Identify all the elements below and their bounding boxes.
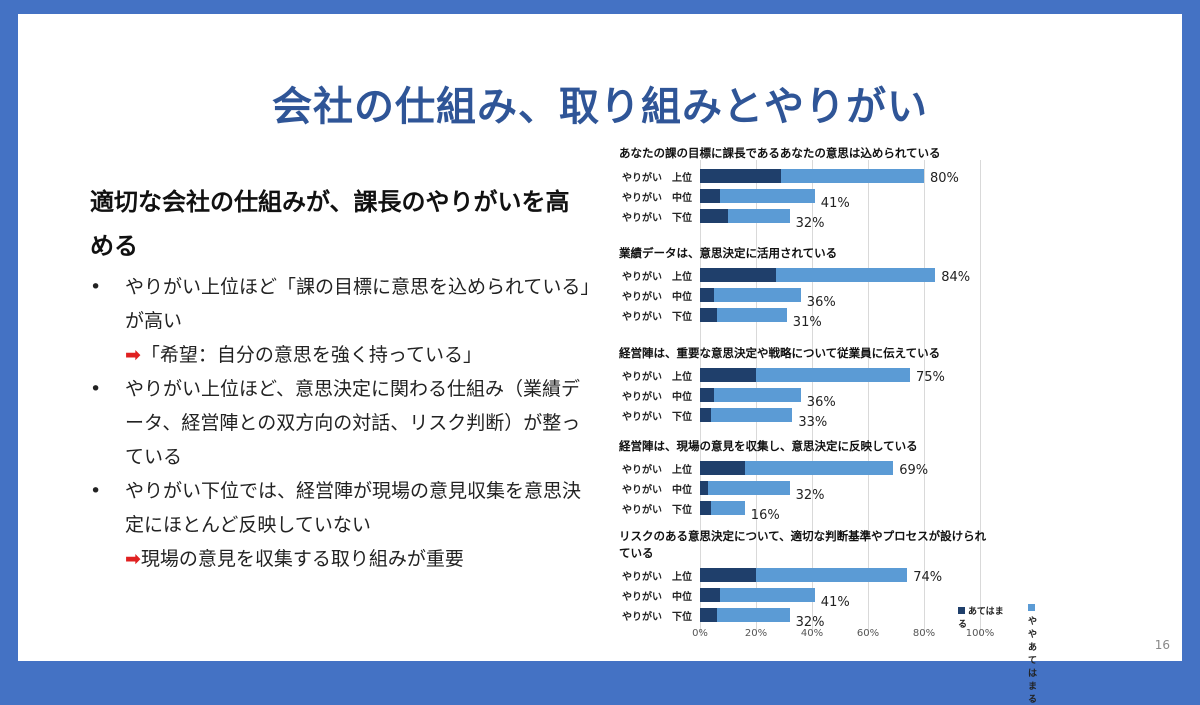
value-label: 33% bbox=[798, 415, 828, 430]
bar-somewhat-applies bbox=[700, 501, 745, 515]
bar-applies bbox=[700, 388, 714, 402]
x-tick-label: 20% bbox=[744, 628, 768, 639]
row-label: やりがい 上位 bbox=[622, 465, 692, 476]
row-label: やりがい 中位 bbox=[622, 292, 692, 303]
value-label: 36% bbox=[806, 395, 836, 410]
row-label: やりがい 下位 bbox=[622, 505, 692, 516]
bar-applies bbox=[700, 209, 728, 223]
value-label: 36% bbox=[806, 295, 836, 310]
value-label: 16% bbox=[750, 508, 780, 523]
legend-label: ややあてはまる bbox=[1028, 617, 1038, 705]
bar-somewhat-applies bbox=[700, 608, 790, 622]
bar-applies bbox=[700, 588, 720, 602]
legend-swatch bbox=[1028, 604, 1035, 611]
bar-applies bbox=[700, 308, 717, 322]
x-tick-label: 0% bbox=[692, 628, 708, 639]
page-number: 16 bbox=[1154, 638, 1170, 652]
bar-applies bbox=[700, 408, 712, 422]
bar-applies bbox=[700, 189, 720, 203]
legend-item: あてはまる bbox=[958, 604, 1010, 630]
arrow-icon: ➡ bbox=[125, 344, 141, 366]
value-label: 80% bbox=[930, 171, 959, 186]
bar-applies bbox=[700, 481, 709, 495]
bar-applies bbox=[700, 288, 714, 302]
group-title: 経営陣は、現場の意見を収集し、意思決定に反映している bbox=[619, 439, 918, 453]
row-label: やりがい 下位 bbox=[622, 412, 692, 423]
gridline bbox=[980, 160, 981, 635]
value-label: 32% bbox=[795, 488, 825, 503]
x-tick-label: 60% bbox=[856, 628, 880, 639]
stacked-bar-chart: 0% 20% 40% 60% 80% 100% あなたの課の目標に課長であるあなたの意思は込… bbox=[600, 140, 1037, 705]
bullet-dot: • bbox=[90, 378, 102, 400]
row-label: やりがい 上位 bbox=[622, 372, 692, 383]
legend-item: ややあてはまる bbox=[1028, 604, 1038, 705]
bullet-dot: • bbox=[90, 480, 102, 502]
bullet-2: • やりがい上位ほど、意思決定に関わる仕組み（業績データ、経営陣との双方向の対話… bbox=[90, 372, 590, 474]
bullet-dot: • bbox=[90, 276, 102, 298]
row-label: やりがい 下位 bbox=[622, 312, 692, 323]
row-label: やりがい 中位 bbox=[622, 193, 692, 204]
bar-applies bbox=[700, 501, 712, 515]
bar-somewhat-applies bbox=[700, 288, 801, 302]
group-title: リスクのある意思決定について、適切な判断基準やプロセスが設けられている bbox=[619, 529, 987, 560]
legend-swatch bbox=[958, 607, 965, 614]
x-tick-label: 40% bbox=[800, 628, 824, 639]
group-title: 経営陣は、重要な意思決定や戦略について従業員に伝えている bbox=[619, 346, 941, 360]
slide-title: 会社の仕組み、取り組みとやりがい bbox=[272, 84, 928, 130]
bar-applies bbox=[700, 169, 782, 183]
legend-label: あてはまる bbox=[958, 607, 1004, 630]
bar-somewhat-applies bbox=[700, 481, 790, 495]
bar-somewhat-applies bbox=[700, 189, 815, 203]
row-label: やりがい 下位 bbox=[622, 612, 692, 623]
value-label: 69% bbox=[899, 463, 929, 478]
value-label: 31% bbox=[792, 315, 822, 330]
x-tick-label: 100% bbox=[965, 628, 995, 639]
value-label: 84% bbox=[941, 270, 971, 285]
gridline bbox=[924, 160, 925, 635]
bar-somewhat-applies bbox=[700, 461, 894, 475]
row-label: やりがい 中位 bbox=[622, 592, 692, 603]
gridline bbox=[812, 160, 813, 635]
bar-somewhat-applies bbox=[700, 388, 801, 402]
bar-applies bbox=[700, 568, 756, 582]
bar-somewhat-applies bbox=[700, 588, 815, 602]
row-label: やりがい 上位 bbox=[622, 572, 692, 583]
row-label: やりがい 中位 bbox=[622, 485, 692, 496]
slide bbox=[18, 14, 1182, 661]
bar-somewhat-applies bbox=[700, 308, 787, 322]
bar-applies bbox=[700, 368, 756, 382]
bar-applies bbox=[700, 608, 717, 622]
bar-somewhat-applies bbox=[700, 408, 793, 422]
group-title: 業績データは、意思決定に活用されている bbox=[619, 246, 838, 260]
row-label: やりがい 中位 bbox=[622, 392, 692, 403]
value-label: 74% bbox=[913, 570, 943, 585]
bullet-1: • やりがい上位ほど「課の目標に意思を込められている」が高い ➡「希望：自分の意… bbox=[90, 270, 590, 372]
bar-applies bbox=[700, 268, 776, 282]
bar-applies bbox=[700, 461, 745, 475]
slide-subtitle: 適切な会社の仕組みが、課長のやりがいを高める bbox=[90, 188, 570, 260]
value-label: 32% bbox=[795, 615, 825, 630]
value-label: 41% bbox=[820, 595, 850, 610]
value-label: 41% bbox=[820, 196, 850, 211]
row-label: やりがい 上位 bbox=[622, 173, 692, 184]
value-label: 32% bbox=[795, 216, 825, 231]
arrow-icon: ➡ bbox=[125, 548, 141, 570]
gridline bbox=[868, 160, 869, 635]
x-tick-label: 80% bbox=[912, 628, 936, 639]
row-label: やりがい 下位 bbox=[622, 213, 692, 224]
bullet-3: • やりがい下位では、経営陣が現場の意見収集を意思決定にほとんど反映していない … bbox=[90, 474, 590, 576]
value-label: 75% bbox=[916, 370, 945, 385]
row-label: やりがい 上位 bbox=[622, 272, 692, 283]
group-title: あなたの課の目標に課長であるあなたの意思は込められている bbox=[619, 146, 941, 160]
